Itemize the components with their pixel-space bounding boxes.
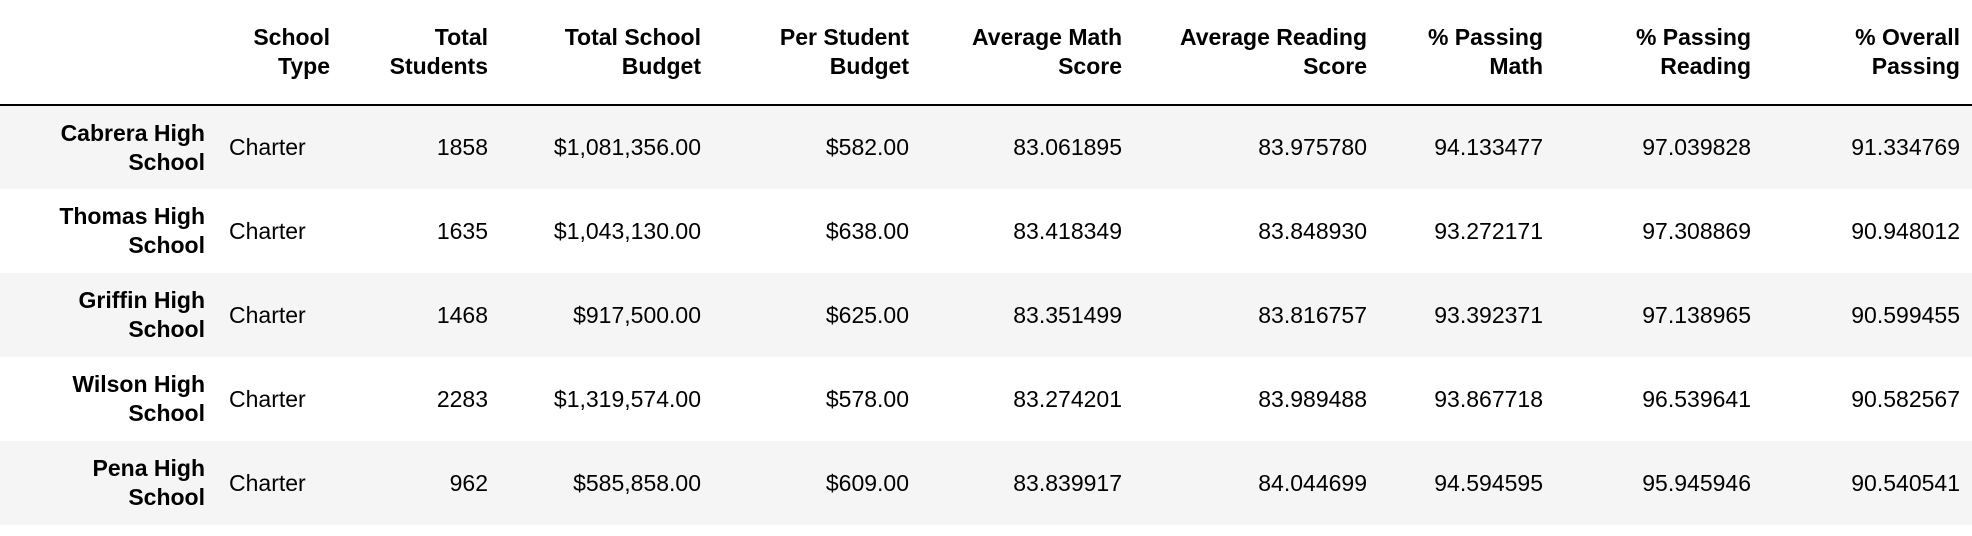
row-index-label: Pena High School — [92, 455, 205, 510]
column-header-total-school-budget: Total School Budget — [500, 0, 713, 106]
column-header-average-reading-score: Average Reading Score — [1134, 0, 1379, 106]
cell-passing-math: 94.594595 — [1434, 469, 1543, 496]
header-row: School Type Total Students Total School Bud… — [0, 0, 1972, 106]
column-header-passing-math: % Passing Math — [1379, 0, 1555, 106]
cell-overall-passing: 91.334769 — [1851, 134, 1960, 160]
row-index-label: Cabrera High School — [60, 119, 205, 175]
cell-average-math-score: 83.061895 — [1013, 134, 1122, 160]
cell-total-school-budget: $585,858.00 — [573, 469, 701, 496]
table-row: Griffin High School Charter 1468 $917,500… — [0, 273, 1972, 357]
cell-passing-reading: 97.138965 — [1642, 301, 1751, 328]
cell-school-type: Charter — [229, 134, 306, 160]
column-header-total-students: Total Students — [342, 0, 500, 106]
cell-average-math-score: 83.274201 — [1013, 385, 1122, 412]
row-index-label: Thomas High School — [59, 203, 205, 258]
cell-overall-passing: 90.582567 — [1851, 385, 1960, 412]
cell-school-type: Charter — [229, 301, 306, 328]
cell-passing-math: 94.133477 — [1434, 134, 1543, 160]
cell-average-reading-score: 83.816757 — [1258, 301, 1367, 328]
cell-average-reading-score: 83.989488 — [1258, 385, 1367, 412]
cell-overall-passing: 90.599455 — [1851, 301, 1960, 328]
cell-average-math-score: 83.418349 — [1013, 217, 1122, 244]
cell-total-students: 1858 — [436, 134, 488, 160]
index-header — [0, 0, 217, 106]
column-header-overall-passing: % Overall Passing — [1763, 0, 1972, 106]
table-row: Cabrera High School Charter 1858 $1,081,3… — [0, 105, 1972, 189]
cell-passing-reading: 96.539641 — [1642, 385, 1751, 412]
cell-total-students: 962 — [449, 469, 488, 496]
table-body: Cabrera High School Charter 1858 $1,081,3… — [0, 105, 1972, 525]
column-header-average-math-score: Average Math Score — [921, 0, 1134, 106]
column-header-passing-reading: % Passing Reading — [1555, 0, 1763, 106]
cell-school-type: Charter — [229, 385, 306, 412]
cell-overall-passing: 90.540541 — [1851, 469, 1960, 496]
row-index-label: Griffin High School — [78, 287, 205, 342]
dataframe-table-container: School Type Total Students Total School Bud… — [0, 0, 1972, 525]
cell-per-student-budget: $638.00 — [825, 217, 909, 244]
cell-passing-math: 93.272171 — [1434, 217, 1543, 244]
cell-total-students: 1468 — [436, 301, 488, 328]
cell-school-type: Charter — [229, 469, 306, 496]
cell-total-school-budget: $1,081,356.00 — [553, 134, 701, 160]
table-header: School Type Total Students Total School Bud… — [0, 0, 1972, 106]
cell-passing-reading: 95.945946 — [1642, 469, 1751, 496]
cell-total-school-budget: $1,043,130.00 — [553, 217, 701, 244]
cell-passing-reading: 97.039828 — [1642, 134, 1751, 160]
cell-passing-math: 93.392371 — [1434, 301, 1543, 328]
cell-average-reading-score: 83.848930 — [1258, 217, 1367, 244]
cell-total-students: 1635 — [436, 217, 488, 244]
cell-per-student-budget: $625.00 — [825, 301, 909, 328]
table-row: Pena High School Charter 962 $585,858.00 … — [0, 441, 1972, 525]
column-header-school-type: School Type — [217, 0, 342, 106]
cell-total-school-budget: $917,500.00 — [573, 301, 701, 328]
cell-average-reading-score: 84.044699 — [1258, 469, 1367, 496]
table-row: Wilson High School Charter 2283 $1,319,57… — [0, 357, 1972, 441]
cell-total-students: 2283 — [436, 385, 488, 412]
row-index-label: Wilson High School — [72, 371, 205, 426]
cell-school-type: Charter — [229, 217, 306, 244]
cell-total-school-budget: $1,319,574.00 — [553, 385, 701, 412]
cell-per-student-budget: $582.00 — [825, 134, 909, 160]
cell-average-math-score: 83.351499 — [1013, 301, 1122, 328]
column-header-per-student-budget: Per Student Budget — [713, 0, 921, 106]
dataframe-table: School Type Total Students Total School Bud… — [0, 0, 1972, 525]
cell-average-reading-score: 83.975780 — [1258, 134, 1367, 160]
cell-passing-reading: 97.308869 — [1642, 217, 1751, 244]
cell-per-student-budget: $578.00 — [825, 385, 909, 412]
cell-average-math-score: 83.839917 — [1013, 469, 1122, 496]
cell-passing-math: 93.867718 — [1434, 385, 1543, 412]
cell-overall-passing: 90.948012 — [1851, 217, 1960, 244]
table-row: Thomas High School Charter 1635 $1,043,13… — [0, 189, 1972, 273]
cell-per-student-budget: $609.00 — [825, 469, 909, 496]
